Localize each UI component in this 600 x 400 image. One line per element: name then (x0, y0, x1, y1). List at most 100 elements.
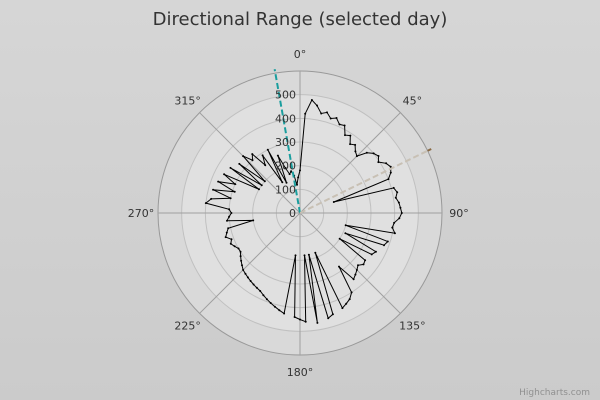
data-point[interactable] (354, 273, 357, 276)
data-point[interactable] (210, 197, 213, 200)
data-point[interactable] (355, 155, 358, 158)
data-point[interactable] (252, 283, 255, 286)
data-point[interactable] (338, 123, 341, 126)
data-point[interactable] (233, 245, 236, 248)
data-point[interactable] (284, 167, 287, 169)
data-point[interactable] (349, 143, 352, 146)
data-point[interactable] (352, 278, 355, 281)
data-point[interactable] (241, 264, 243, 267)
credits-link[interactable]: Highcharts.com (519, 388, 590, 398)
data-point[interactable] (303, 254, 306, 257)
data-point[interactable] (281, 181, 284, 184)
data-point[interactable] (240, 259, 243, 262)
data-point[interactable] (387, 178, 390, 181)
data-point[interactable] (228, 215, 231, 218)
data-point[interactable] (310, 99, 313, 101)
data-point[interactable] (224, 236, 227, 239)
data-point[interactable] (283, 312, 286, 315)
data-point[interactable] (255, 286, 258, 289)
data-point[interactable] (354, 150, 357, 153)
data-point[interactable] (364, 259, 367, 262)
data-point[interactable] (251, 153, 254, 156)
data-point[interactable] (229, 242, 232, 245)
data-point[interactable] (276, 154, 279, 157)
data-point[interactable] (314, 251, 317, 254)
data-point[interactable] (345, 302, 348, 305)
data-point[interactable] (226, 219, 228, 222)
data-point[interactable] (398, 217, 401, 220)
data-point[interactable] (239, 255, 242, 258)
data-point[interactable] (372, 152, 375, 155)
data-point[interactable] (223, 173, 226, 176)
data-point[interactable] (320, 112, 323, 115)
data-point[interactable] (399, 206, 402, 209)
data-point[interactable] (230, 238, 233, 241)
data-point[interactable] (355, 268, 358, 271)
data-point[interactable] (344, 224, 347, 227)
data-point[interactable] (389, 171, 392, 174)
data-point[interactable] (244, 272, 247, 275)
data-point[interactable] (242, 268, 245, 271)
data-point[interactable] (296, 183, 298, 186)
data-point[interactable] (343, 124, 346, 127)
data-point[interactable] (386, 240, 389, 243)
data-point[interactable] (307, 253, 310, 256)
data-point[interactable] (391, 226, 394, 229)
data-point[interactable] (263, 180, 266, 183)
data-point[interactable] (397, 201, 400, 204)
data-point[interactable] (230, 212, 233, 214)
data-point[interactable] (225, 231, 228, 234)
data-point[interactable] (354, 143, 357, 146)
data-point[interactable] (332, 201, 335, 203)
data-point[interactable] (316, 104, 318, 107)
data-point[interactable] (396, 191, 399, 194)
data-point[interactable] (273, 305, 276, 308)
data-point[interactable] (293, 316, 296, 318)
data-point[interactable] (227, 227, 230, 230)
data-point[interactable] (260, 184, 263, 187)
data-point[interactable] (299, 169, 301, 172)
data-point[interactable] (377, 155, 380, 157)
data-point[interactable] (304, 320, 307, 323)
data-point[interactable] (297, 176, 300, 179)
data-point[interactable] (377, 161, 380, 164)
data-point[interactable] (278, 309, 281, 312)
data-point[interactable] (264, 164, 267, 167)
data-point[interactable] (266, 148, 269, 151)
data-point[interactable] (304, 112, 307, 115)
data-point[interactable] (269, 302, 272, 304)
data-point[interactable] (338, 265, 340, 268)
data-point[interactable] (385, 162, 388, 165)
data-point[interactable] (400, 212, 403, 214)
data-point[interactable] (327, 317, 330, 320)
data-point[interactable] (389, 165, 392, 168)
data-point[interactable] (365, 151, 368, 154)
data-point[interactable] (239, 250, 242, 253)
data-point[interactable] (262, 294, 265, 297)
data-point[interactable] (246, 276, 249, 279)
data-point[interactable] (204, 202, 207, 205)
data-point[interactable] (344, 134, 346, 137)
data-point[interactable] (348, 298, 351, 301)
data-point[interactable] (285, 181, 288, 184)
data-point[interactable] (249, 280, 252, 282)
data-point[interactable] (259, 290, 262, 292)
data-point[interactable] (229, 197, 232, 200)
data-point[interactable] (350, 291, 353, 294)
data-point[interactable] (392, 186, 395, 189)
data-point[interactable] (341, 307, 344, 310)
data-point[interactable] (316, 321, 319, 324)
data-point[interactable] (242, 155, 245, 158)
data-point[interactable] (290, 170, 293, 173)
data-point[interactable] (357, 264, 359, 267)
data-point[interactable] (335, 117, 338, 119)
data-point[interactable] (374, 250, 377, 253)
data-point[interactable] (393, 221, 396, 224)
data-point[interactable] (331, 313, 334, 316)
data-point[interactable] (394, 196, 397, 199)
data-point[interactable] (229, 166, 232, 169)
data-point[interactable] (299, 318, 301, 321)
data-point[interactable] (370, 253, 373, 256)
data-point[interactable] (238, 162, 241, 165)
data-point[interactable] (217, 180, 220, 183)
